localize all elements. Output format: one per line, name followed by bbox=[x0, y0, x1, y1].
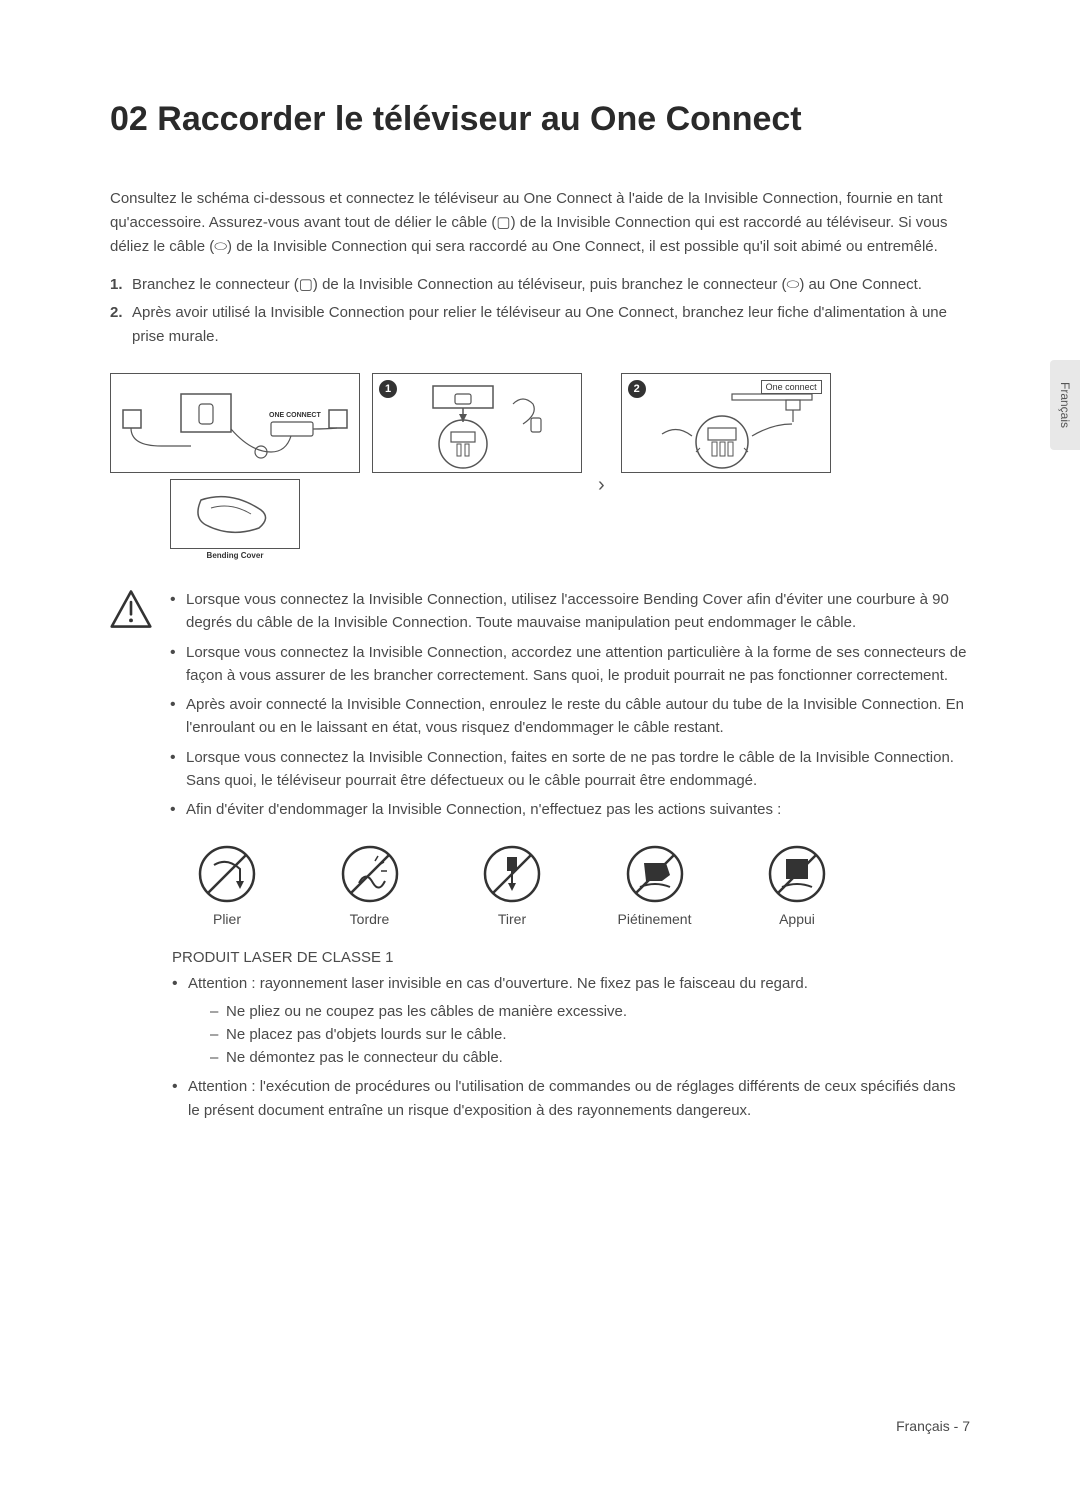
diagram-column-1: ONE CONNECT Bending Cover bbox=[110, 373, 360, 560]
laser-sub-item: Ne placez pas d'objets lourds sur le câb… bbox=[210, 1023, 970, 1046]
page-footer: Français - 7 bbox=[896, 1418, 970, 1434]
prohibited-actions: Plier Tordre Tirer Piétinement Appui bbox=[172, 845, 852, 927]
warning-section: Lorsque vous connectez la Invisible Conn… bbox=[110, 588, 970, 827]
one-connect-label: ONE CONNECT bbox=[269, 412, 321, 419]
language-tab-label: Français bbox=[1058, 382, 1072, 428]
laser-bullet-2: Attention : l'exécution de procédures ou… bbox=[172, 1075, 970, 1122]
prohibited-stomp: Piétinement bbox=[600, 845, 710, 927]
prohibited-bend: Plier bbox=[172, 845, 282, 927]
diagram-step-1: 1 bbox=[372, 373, 582, 473]
no-stomp-icon bbox=[626, 845, 684, 903]
prohibited-label: Tirer bbox=[457, 911, 567, 927]
warning-item: Après avoir connecté la Invisible Connec… bbox=[170, 693, 970, 740]
warning-item: Afin d'éviter d'endommager la Invisible … bbox=[170, 798, 970, 821]
laser-bullet-1: Attention : rayonnement laser invisible … bbox=[172, 972, 970, 1069]
laser-bullet-1-text: Attention : rayonnement laser invisible … bbox=[188, 975, 808, 992]
laser-sub-item: Ne démontez pas le connecteur du câble. bbox=[210, 1046, 970, 1069]
warning-item: Lorsque vous connectez la Invisible Conn… bbox=[170, 641, 970, 688]
warning-icon bbox=[110, 588, 152, 827]
prohibited-label: Piétinement bbox=[600, 911, 710, 927]
no-bend-icon bbox=[198, 845, 256, 903]
step-1: 1.Branchez le connecteur (▢) de la Invis… bbox=[132, 273, 970, 297]
no-twist-icon bbox=[341, 845, 399, 903]
laser-sub-list: Ne pliez ou ne coupez pas les câbles de … bbox=[188, 1000, 970, 1070]
step-badge-2: 2 bbox=[628, 380, 646, 398]
warning-item: Lorsque vous connectez la Invisible Conn… bbox=[170, 746, 970, 793]
laser-sub-item: Ne pliez ou ne coupez pas les câbles de … bbox=[210, 1000, 970, 1023]
step-1-text: Branchez le connecteur (▢) de la Invisib… bbox=[132, 276, 922, 293]
warning-list: Lorsque vous connectez la Invisible Conn… bbox=[170, 588, 970, 827]
connection-diagrams: ONE CONNECT Bending Cover 1 › 2 One conn bbox=[110, 373, 970, 560]
laser-class-heading: PRODUIT LASER DE CLASSE 1 bbox=[172, 949, 970, 966]
steps-list: 1.Branchez le connecteur (▢) de la Invis… bbox=[110, 273, 970, 349]
prohibited-label: Appui bbox=[742, 911, 852, 927]
prohibited-press: Appui bbox=[742, 845, 852, 927]
language-tab: Français bbox=[1050, 360, 1080, 450]
intro-paragraph: Consultez le schéma ci-dessous et connec… bbox=[110, 187, 970, 259]
step-2-text: Après avoir utilisé la Invisible Connect… bbox=[132, 304, 947, 345]
prohibited-twist: Tordre bbox=[315, 845, 425, 927]
laser-bullets: Attention : rayonnement laser invisible … bbox=[172, 972, 970, 1122]
one-connect-box-label: One connect bbox=[761, 380, 822, 394]
page-heading: 02 Raccorder le téléviseur au One Connec… bbox=[110, 100, 970, 139]
step-2: 2.Après avoir utilisé la Invisible Conne… bbox=[132, 301, 970, 349]
no-pull-icon bbox=[483, 845, 541, 903]
diagram-bending-cover bbox=[170, 479, 300, 549]
no-press-icon bbox=[768, 845, 826, 903]
warning-item: Lorsque vous connectez la Invisible Conn… bbox=[170, 588, 970, 635]
step-badge-1: 1 bbox=[379, 380, 397, 398]
arrow-icon: › bbox=[598, 436, 605, 497]
prohibited-pull: Tirer bbox=[457, 845, 567, 927]
diagram-step-2: 2 One connect bbox=[621, 373, 831, 473]
prohibited-label: Plier bbox=[172, 911, 282, 927]
bending-cover-label: Bending Cover bbox=[207, 551, 264, 560]
prohibited-label: Tordre bbox=[315, 911, 425, 927]
diagram-overview: ONE CONNECT bbox=[110, 373, 360, 473]
